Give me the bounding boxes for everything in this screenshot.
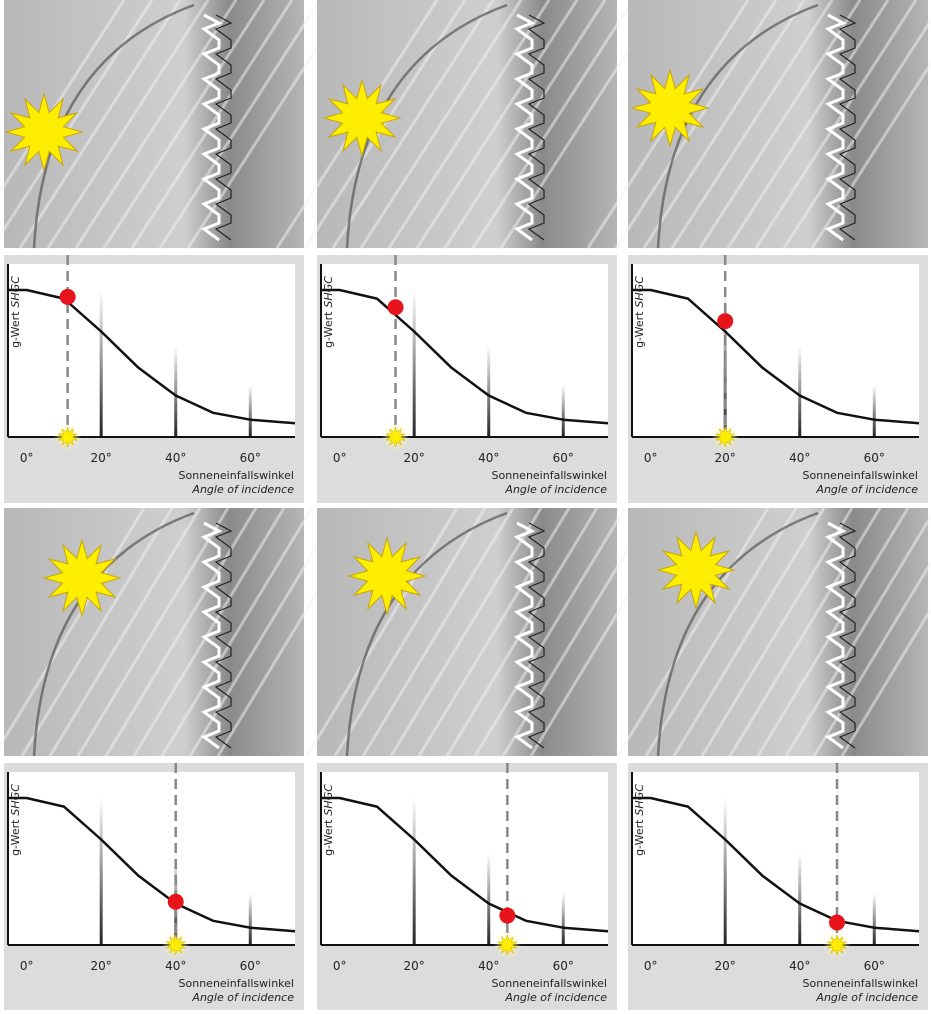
illustration (277, 0, 661, 248)
reference-bar (724, 798, 727, 945)
x-tick-label: 60° (240, 959, 261, 973)
x-axis-label-en: Angle of incidence (504, 991, 607, 1004)
x-axis-label: Sonneneinfallswinkel (803, 977, 918, 990)
plot-area (8, 264, 295, 437)
x-tick-label: 20° (404, 451, 425, 465)
x-axis-label: Sonneneinfallswinkel (803, 469, 918, 482)
x-tick-label: 0° (333, 451, 347, 465)
reference-bar (798, 853, 801, 945)
plot-area (321, 264, 608, 437)
reference-bar (100, 290, 103, 437)
y-axis-label: g-Wert SHGC (633, 276, 646, 348)
x-tick-label: 40° (789, 451, 810, 465)
reference-bar (100, 798, 103, 945)
y-axis-label: g-Wert SHGC (633, 784, 646, 856)
y-axis-label-text: g-Wert (322, 819, 335, 856)
reference-bar (249, 385, 252, 437)
x-axis-label-en: Angle of incidence (191, 483, 294, 496)
y-axis-label-text: g-Wert (322, 311, 335, 348)
x-tick-label: 20° (91, 451, 112, 465)
illustration (588, 0, 931, 248)
reference-bar (873, 893, 876, 945)
y-axis-label-em: SHGC (633, 784, 646, 816)
x-tick-label: 0° (20, 451, 34, 465)
shgc-marker (388, 299, 404, 315)
x-tick-label: 20° (91, 959, 112, 973)
y-axis-label-text: g-Wert (633, 819, 646, 856)
y-axis-label-text: g-Wert (633, 311, 646, 348)
y-axis-label: g-Wert SHGC (322, 276, 335, 348)
figure: 0°20°40°60°SonneneinfallswinkelAngle of … (0, 0, 931, 1010)
y-axis-label-text: g-Wert (9, 311, 22, 348)
reference-bar (487, 345, 490, 437)
x-tick-label: 60° (553, 959, 574, 973)
x-axis-label: Sonneneinfallswinkel (179, 977, 294, 990)
plot-area (632, 264, 919, 437)
shgc-marker (168, 894, 184, 910)
y-axis-label-em: SHGC (633, 276, 646, 308)
illustration (618, 508, 931, 756)
x-axis-label-en: Angle of incidence (191, 991, 294, 1004)
y-axis-label: g-Wert SHGC (322, 784, 335, 856)
x-tick-label: 60° (553, 451, 574, 465)
plot-area (321, 772, 608, 945)
x-tick-label: 60° (240, 451, 261, 465)
x-tick-label: 40° (165, 959, 186, 973)
reference-bar (249, 893, 252, 945)
x-tick-label: 20° (715, 451, 736, 465)
x-tick-label: 0° (20, 959, 34, 973)
y-axis-label-em: SHGC (9, 784, 22, 816)
x-tick-label: 40° (165, 451, 186, 465)
plot-area (632, 772, 919, 945)
chart-panel: 0° 20° 40° 60° SonneneinfallswinkelAngle of … (317, 255, 617, 503)
x-axis-label: Sonneneinfallswinkel (492, 977, 607, 990)
reference-bar (873, 385, 876, 437)
shgc-marker (60, 289, 76, 305)
x-tick-label: 60° (864, 451, 885, 465)
y-axis-label-em: SHGC (322, 784, 335, 816)
x-axis-label-en: Angle of incidence (815, 483, 918, 496)
x-tick-label: 20° (404, 959, 425, 973)
x-tick-label: 40° (789, 959, 810, 973)
y-axis-label: g-Wert SHGC (9, 784, 22, 856)
x-tick-label: 0° (333, 959, 347, 973)
x-tick-label: 40° (478, 959, 499, 973)
reference-bar (413, 798, 416, 945)
x-tick-label: 60° (864, 959, 885, 973)
shgc-marker (829, 915, 845, 931)
illustration (0, 508, 368, 756)
reference-bar (487, 853, 490, 945)
plot-area (8, 772, 295, 945)
x-tick-label: 40° (478, 451, 499, 465)
x-tick-label: 0° (644, 451, 658, 465)
reference-bar (562, 385, 565, 437)
x-tick-label: 0° (644, 959, 658, 973)
x-axis-label: Sonneneinfallswinkel (179, 469, 294, 482)
illustration (307, 508, 681, 756)
reference-bar (174, 345, 177, 437)
shgc-marker (499, 908, 515, 924)
x-axis-label-en: Angle of incidence (504, 483, 607, 496)
y-axis-label-em: SHGC (9, 276, 22, 308)
y-axis-label-em: SHGC (322, 276, 335, 308)
reference-bar (562, 893, 565, 945)
reference-bar (413, 290, 416, 437)
illustration (0, 0, 348, 248)
y-axis-label: g-Wert SHGC (9, 276, 22, 348)
x-tick-label: 20° (715, 959, 736, 973)
x-axis-label: Sonneneinfallswinkel (492, 469, 607, 482)
shgc-marker (717, 313, 733, 329)
y-axis-label-text: g-Wert (9, 819, 22, 856)
chart-panel: 0° 20° 40° 60° SonneneinfallswinkelAngle of … (317, 763, 617, 1010)
reference-bar (798, 345, 801, 437)
x-axis-label-en: Angle of incidence (815, 991, 918, 1004)
